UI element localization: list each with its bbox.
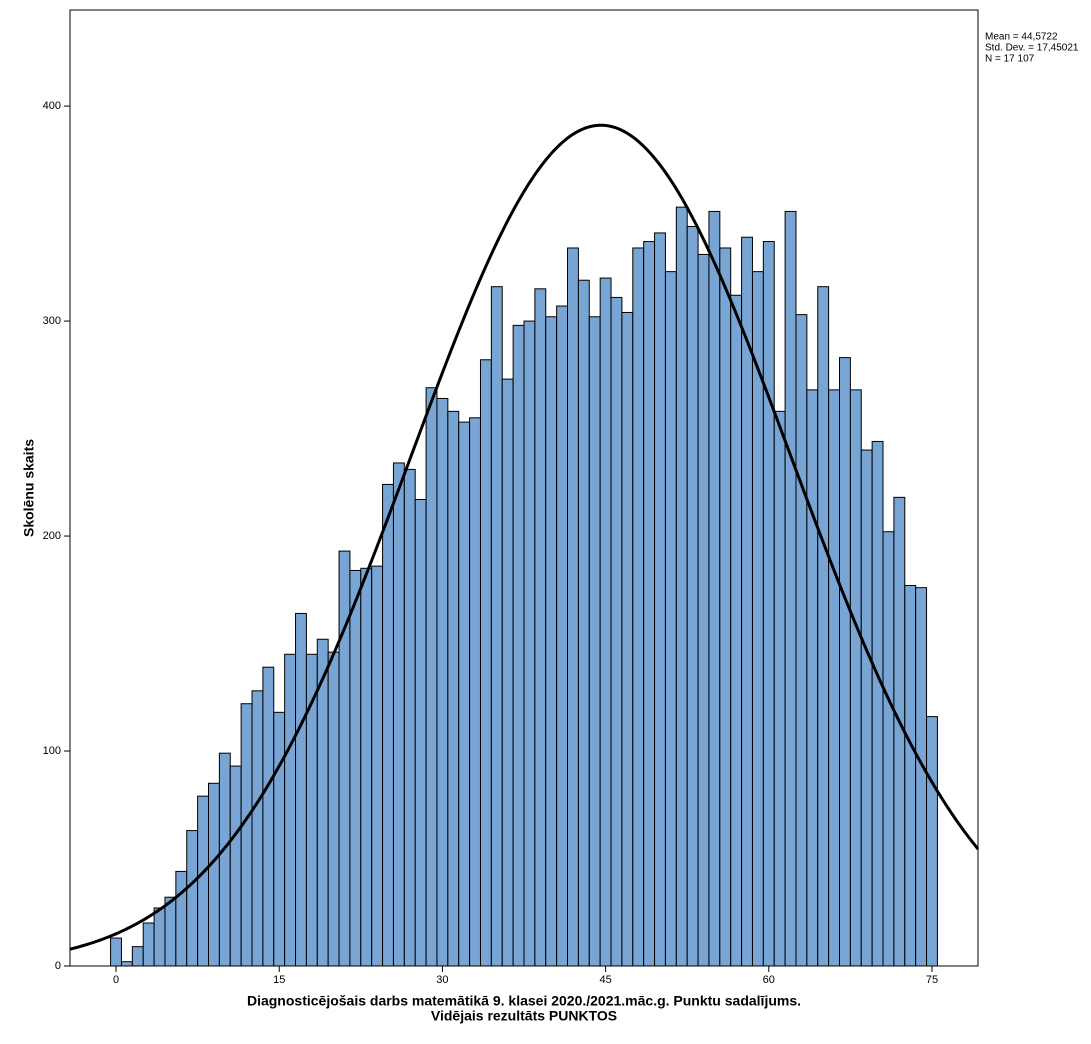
bar	[817, 286, 830, 967]
bar	[447, 410, 460, 967]
bar	[479, 359, 492, 967]
bar	[142, 922, 155, 967]
y-tick-label: 400	[43, 100, 61, 112]
bar	[273, 711, 286, 967]
bar	[207, 782, 220, 967]
bar	[186, 830, 199, 967]
bar	[567, 247, 579, 967]
bar	[392, 462, 405, 967]
bar	[512, 324, 525, 967]
bar	[545, 316, 558, 967]
y-tick-label: 300	[43, 315, 61, 327]
bar	[686, 225, 699, 967]
bar	[697, 253, 710, 967]
bar	[675, 206, 688, 967]
bar	[153, 907, 166, 967]
bar	[828, 389, 841, 967]
bar	[632, 247, 645, 967]
bar	[708, 210, 721, 967]
y-tick-label: 200	[43, 530, 61, 542]
bar	[197, 795, 209, 967]
x-tick-label: 30	[436, 974, 448, 986]
x-axis-title: Diagnosticējošais darbs matemātikā 9. kl…	[247, 993, 801, 1009]
bar	[469, 417, 481, 967]
bar	[490, 286, 503, 967]
bar	[556, 305, 569, 967]
x-tick-label: 45	[599, 974, 611, 986]
y-axis-title: Skolēnu skaits	[21, 439, 37, 537]
bar	[643, 241, 656, 967]
bar	[110, 937, 122, 967]
bar	[664, 271, 677, 967]
bar	[360, 567, 373, 967]
bar	[262, 666, 275, 967]
bar	[871, 440, 884, 967]
x-tick-label: 0	[113, 974, 119, 986]
bar	[784, 210, 797, 967]
x-tick-label: 15	[273, 974, 285, 986]
y-tick-label: 100	[43, 745, 61, 757]
bar	[534, 288, 547, 967]
bar	[327, 651, 340, 967]
bar	[621, 311, 634, 967]
bar	[762, 241, 775, 967]
stats-label: Std. Dev. = 17,45021	[985, 43, 1079, 54]
bar	[425, 387, 438, 967]
bar	[915, 587, 928, 967]
bar	[806, 389, 819, 967]
bar	[295, 612, 307, 967]
bar	[164, 896, 177, 967]
bar	[338, 550, 351, 967]
bar	[904, 584, 917, 967]
bar	[654, 232, 666, 967]
bar	[458, 421, 471, 967]
bar	[577, 279, 590, 967]
bar	[730, 294, 743, 967]
normal-curve	[69, 123, 980, 951]
bar	[371, 565, 384, 967]
bar	[610, 296, 623, 967]
bar	[229, 765, 242, 967]
bar	[240, 703, 253, 967]
bar	[882, 531, 895, 967]
bar	[120, 961, 133, 967]
bar	[382, 483, 394, 967]
bar	[218, 752, 231, 967]
bar	[251, 690, 264, 967]
plot-frame	[69, 9, 979, 967]
x-axis-title: Vidējais rezultāts PUNKTOS	[431, 1008, 617, 1024]
x-tick-label: 60	[763, 974, 775, 986]
bar	[436, 397, 449, 967]
bar	[795, 314, 808, 967]
bar	[403, 468, 416, 967]
stats-label: N = 17 107	[985, 54, 1035, 65]
bar	[588, 316, 601, 967]
bar	[849, 389, 862, 967]
bar	[414, 499, 427, 967]
bar	[719, 247, 732, 967]
bar	[599, 277, 612, 967]
bar	[773, 410, 786, 967]
bar	[349, 569, 362, 967]
stats-label: Mean = 44,5722	[985, 32, 1058, 43]
bar	[501, 378, 514, 967]
bar	[926, 716, 938, 967]
bar	[523, 320, 536, 967]
x-tick-label: 75	[926, 974, 938, 986]
bar	[839, 357, 851, 967]
bar	[284, 653, 297, 967]
bar	[175, 870, 188, 967]
bar	[860, 449, 873, 967]
y-tick-label: 0	[55, 960, 61, 972]
bar	[131, 946, 144, 967]
